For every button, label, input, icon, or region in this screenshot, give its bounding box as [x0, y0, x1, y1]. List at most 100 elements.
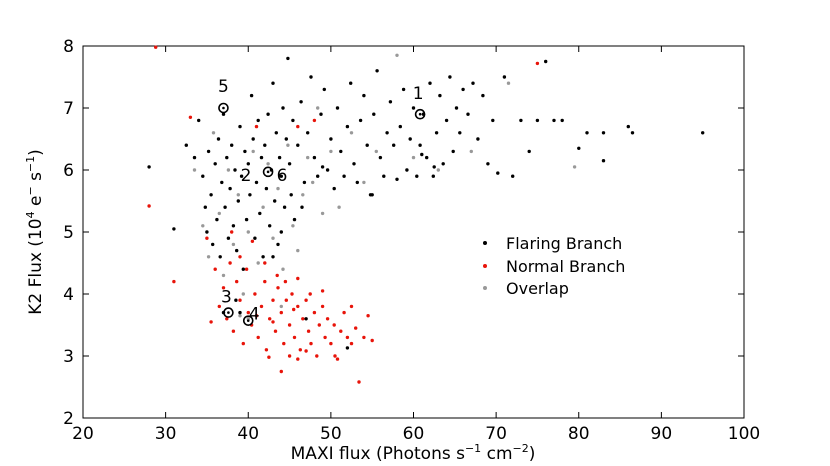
point-flaring-branch: [320, 165, 325, 169]
annotation-label: 6: [277, 166, 288, 186]
point-flaring-branch: [218, 255, 222, 259]
point-flaring-branch: [268, 224, 272, 228]
point-normal-branch: [301, 317, 305, 321]
point-flaring-branch: [401, 87, 406, 92]
point-flaring-branch: [496, 171, 500, 175]
point-overlap: [279, 304, 283, 309]
point-flaring-branch: [206, 149, 211, 154]
point-normal-branch: [339, 329, 343, 333]
point-flaring-branch: [192, 155, 197, 160]
x-axis-ticks: 20 30 40 50 60 70 80 90 100: [72, 46, 760, 444]
annotation-label: 4: [249, 305, 260, 325]
point-overlap: [281, 267, 285, 271]
point-normal-branch: [309, 341, 313, 346]
point-flaring-branch: [471, 81, 475, 85]
point-flaring-branch: [261, 255, 265, 259]
point-flaring-branch: [392, 143, 396, 147]
point-flaring-branch: [441, 162, 445, 166]
point-normal-branch: [217, 304, 221, 309]
point-overlap: [506, 81, 511, 85]
annotation-ring: [223, 307, 234, 318]
point-normal-branch: [287, 323, 292, 327]
point-normal-branch: [246, 310, 250, 315]
point-flaring-branch: [408, 137, 412, 141]
point-flaring-branch: [246, 162, 250, 166]
point-flaring-branch: [444, 118, 449, 123]
point-flaring-branch: [239, 174, 244, 178]
point-normal-branch: [271, 298, 275, 302]
point-flaring-branch: [264, 186, 269, 191]
point-normal-branch: [241, 341, 245, 346]
point-flaring-branch: [291, 118, 295, 123]
point-flaring-branch: [319, 112, 323, 116]
point-flaring-branch: [209, 193, 213, 197]
point-flaring-branch: [299, 100, 303, 104]
annotation-center: [418, 112, 422, 116]
x-tick-label: 90: [651, 424, 673, 444]
point-normal-branch: [292, 335, 297, 340]
point-normal-branch: [147, 204, 151, 208]
annotation-ring: [218, 102, 229, 114]
point-normal-branch: [312, 310, 317, 315]
point-normal-branch: [335, 357, 340, 361]
x-axis-title: MAXI flux (Photons s−1 cm−2): [291, 442, 536, 464]
point-flaring-branch: [370, 193, 374, 197]
point-flaring-branch: [458, 131, 462, 135]
point-overlap: [301, 193, 305, 197]
point-overlap: [306, 155, 310, 160]
point-overlap: [349, 131, 354, 135]
point-flaring-branch: [225, 155, 229, 160]
y-tick-label: 3: [63, 347, 74, 367]
point-flaring-branch: [306, 131, 310, 135]
point-flaring-branch: [398, 124, 402, 129]
annotation-center: [227, 311, 230, 314]
point-overlap: [329, 149, 333, 154]
point-normal-branch: [287, 354, 292, 358]
point-flaring-branch: [238, 124, 242, 129]
point-flaring-branch: [286, 56, 290, 61]
point-normal-branch: [325, 317, 330, 321]
point-flaring-branch: [395, 177, 399, 181]
point-normal-branch: [230, 230, 234, 234]
point-normal-branch: [221, 286, 226, 290]
point-overlap: [221, 273, 226, 278]
point-overlap: [469, 149, 473, 154]
point-flaring-branch: [254, 180, 259, 185]
point-normal-branch: [264, 348, 269, 352]
point-flaring-branch: [382, 174, 386, 178]
point-overlap: [231, 242, 236, 247]
point-flaring-branch: [385, 131, 389, 135]
point-flaring-branch: [276, 242, 280, 247]
point-flaring-branch: [448, 75, 452, 79]
point-flaring-branch: [355, 180, 359, 185]
x-tick-label: 30: [155, 424, 177, 444]
point-overlap: [296, 248, 300, 253]
point-normal-branch: [320, 289, 325, 293]
point-overlap: [291, 224, 295, 228]
point-overlap: [211, 131, 216, 135]
point-flaring-branch: [451, 149, 455, 154]
point-flaring-branch: [352, 162, 356, 166]
point-flaring-branch: [277, 155, 282, 160]
annotation-label: 1: [413, 84, 424, 104]
point-flaring-branch: [273, 199, 277, 203]
point-flaring-branch: [491, 118, 495, 123]
point-flaring-branch: [405, 168, 409, 172]
point-overlap: [572, 165, 577, 169]
point-overlap: [236, 193, 240, 197]
x-tick-label: 100: [728, 424, 760, 444]
point-flaring-branch: [454, 106, 459, 110]
point-normal-branch: [205, 236, 209, 240]
point-normal-branch: [268, 317, 272, 321]
point-flaring-branch: [349, 81, 353, 85]
x-tick-label: 20: [72, 424, 94, 444]
point-flaring-branch: [289, 193, 293, 197]
point-flaring-branch: [221, 112, 226, 116]
point-normal-branch: [317, 323, 321, 327]
point-flaring-branch: [535, 118, 540, 123]
point-overlap: [411, 155, 416, 160]
point-flaring-branch: [292, 217, 297, 222]
point-flaring-branch: [342, 174, 346, 178]
legend: Flaring Branch Normal Branch Overlap: [483, 234, 625, 298]
